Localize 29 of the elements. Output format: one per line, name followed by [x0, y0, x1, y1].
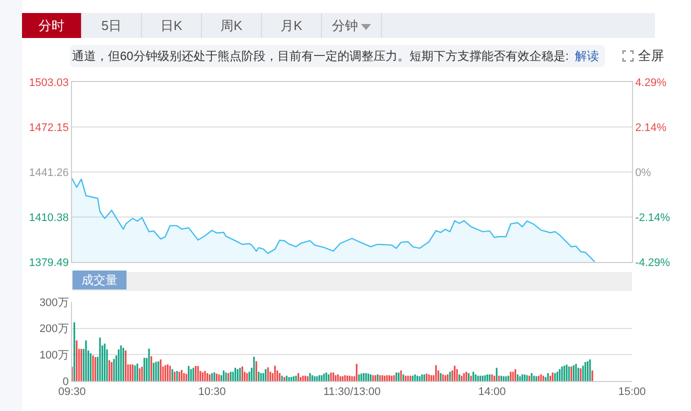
text: 分时 — [22, 13, 82, 38]
y-tick-label: 1472.15 — [29, 122, 69, 134]
y2-tick-label: -4.29% — [635, 256, 670, 269]
y-tick-label: 0 — [62, 376, 69, 388]
text: 周K — [202, 13, 262, 38]
y-tick-label: 1379.49 — [29, 256, 69, 269]
text: 解读 — [575, 48, 599, 65]
y2-tick-label: 0% — [635, 166, 652, 179]
chart-title: 成交量 — [75, 273, 124, 287]
y2-tick-label: -2.14% — [635, 212, 670, 224]
x-tick-label: 10:30 — [198, 386, 226, 398]
x-tick-label: 15:00 — [618, 386, 646, 398]
text: 月K — [262, 13, 322, 38]
x-tick-label: 09:30 — [58, 386, 86, 398]
y2-tick-label: 2.14% — [635, 122, 667, 134]
y-tick-label: 1410.38 — [29, 212, 69, 224]
x-tick-label: 11:30/13:00 — [323, 386, 381, 398]
y-tick-label: 1441.26 — [29, 166, 69, 179]
y2-tick-label: 4.29% — [635, 76, 667, 89]
text: 通道，但60分钟级别还处于熊点阶段，目前有一定的调整压力。短期下方支撑能否有效企稳是: — [72, 48, 569, 65]
text: 分钟 — [322, 13, 382, 38]
y-tick-label: 200万 — [39, 323, 69, 336]
text: 5日 — [82, 13, 142, 38]
y-tick-label: 100万 — [39, 350, 69, 362]
text: 日K — [142, 13, 202, 38]
y-tick-label: 300万 — [39, 296, 69, 309]
y-tick-label: 1503.03 — [29, 76, 69, 89]
x-tick-label: 14:00 — [478, 386, 506, 398]
text: 全屏 — [638, 47, 664, 65]
